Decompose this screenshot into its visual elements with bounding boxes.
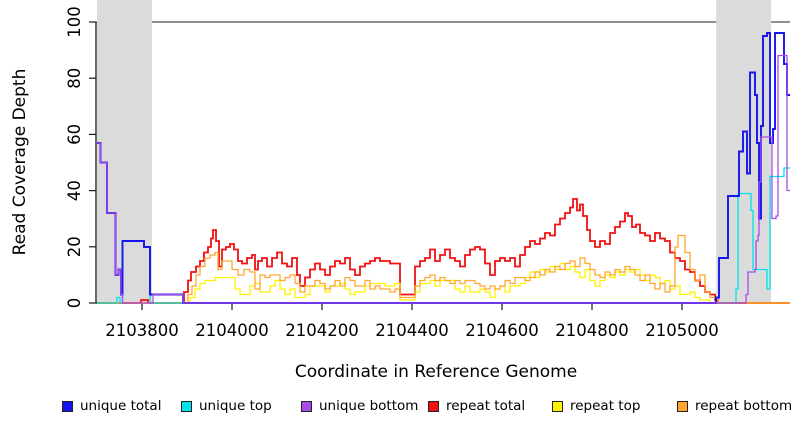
- legend-item-unique-bottom: unique bottom: [301, 398, 418, 414]
- offtarget-shade-bands: [97, 0, 772, 303]
- legend-label: repeat top: [570, 398, 641, 414]
- series-line-repeat-total: [97, 198, 790, 304]
- legend-swatch: [301, 400, 312, 412]
- y-tick-label: 40: [65, 180, 84, 201]
- x-tick-label: 2104600: [465, 321, 539, 340]
- legend-swatch: [552, 400, 563, 412]
- y-tick-label: 60: [65, 124, 84, 145]
- series-line-unique-top: [97, 167, 790, 304]
- legend-item-unique-top: unique top: [181, 398, 272, 414]
- legend-label: unique bottom: [319, 398, 419, 414]
- shaded-band: [97, 0, 152, 303]
- legend-label: unique total: [80, 398, 162, 414]
- legend: unique total unique top unique bottom re…: [0, 398, 792, 418]
- y-tick-label: 0: [65, 298, 84, 309]
- y-tick-label: 100: [65, 6, 84, 38]
- series-line-unique-total: [97, 32, 790, 304]
- coverage-series-lines: [97, 32, 790, 304]
- x-tick-label: 2104400: [375, 321, 449, 340]
- y-tick-label: 20: [65, 236, 84, 257]
- x-tick-label: 2104800: [555, 321, 629, 340]
- legend-swatch: [181, 400, 192, 412]
- series-line-unique-bottom: [97, 54, 790, 304]
- legend-item-unique-total: unique total: [62, 398, 161, 414]
- axes: 2103800 2104000 2104200 2104400 2104600 21048…: [65, 6, 790, 340]
- legend-swatch: [62, 400, 73, 412]
- x-tick-label: 2104200: [285, 321, 359, 340]
- legend-label: repeat bottom: [695, 398, 792, 414]
- legend-label: repeat total: [446, 398, 526, 414]
- x-tick-label: 2105000: [645, 321, 719, 340]
- legend-swatch: [677, 400, 688, 412]
- legend-swatch: [428, 400, 439, 412]
- y-axis-title: Read Coverage Depth: [10, 69, 30, 256]
- series-line-repeat-bottom: [97, 234, 790, 304]
- y-tick-label: 80: [65, 68, 84, 89]
- legend-item-repeat-bottom: repeat bottom: [677, 398, 792, 414]
- legend-label: unique top: [199, 398, 272, 414]
- x-tick-label: 2103800: [105, 321, 179, 340]
- legend-item-repeat-total: repeat total: [428, 398, 525, 414]
- legend-item-repeat-top: repeat top: [552, 398, 640, 414]
- x-tick-label: 2104000: [195, 321, 269, 340]
- series-line-repeat-top: [97, 262, 790, 304]
- x-axis-title: Coordinate in Reference Genome: [295, 362, 577, 382]
